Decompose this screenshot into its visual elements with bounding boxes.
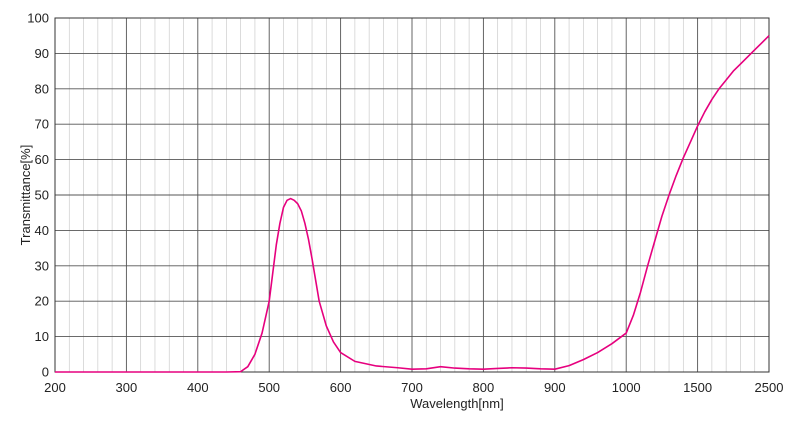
plot-area-border xyxy=(54,17,770,373)
x-tick-label: 1500 xyxy=(683,380,712,395)
y-tick-label: 90 xyxy=(35,46,49,61)
x-tick-label: 200 xyxy=(44,380,66,395)
x-tick-label: 800 xyxy=(473,380,495,395)
x-tick-label: 900 xyxy=(544,380,566,395)
x-tick-label: 2500 xyxy=(755,380,784,395)
grid xyxy=(55,18,769,372)
x-tick-label: 500 xyxy=(258,380,280,395)
y-tick-label: 70 xyxy=(35,117,49,132)
y-tick-label: 100 xyxy=(27,11,49,26)
y-tick-labels: 0 10 20 30 40 50 60 70 80 90 100 xyxy=(27,11,49,380)
x-tick-label: 1000 xyxy=(612,380,641,395)
x-tick-label: 400 xyxy=(187,380,209,395)
y-tick-label: 80 xyxy=(35,81,49,96)
x-tick-labels: 200 300 400 500 600 700 800 900 1000 1500 2500 xyxy=(44,380,783,395)
x-tick-label: 700 xyxy=(401,380,423,395)
y-tick-label: 30 xyxy=(35,258,49,273)
y-axis-label: Transmittance[%] xyxy=(18,145,33,246)
transmittance-curve xyxy=(55,35,770,373)
x-tick-label: 600 xyxy=(330,380,352,395)
y-tick-label: 60 xyxy=(35,152,49,167)
y-tick-label: 50 xyxy=(35,188,49,203)
y-tick-label: 10 xyxy=(35,329,49,344)
x-tick-label: 300 xyxy=(116,380,138,395)
y-tick-label: 40 xyxy=(35,223,49,238)
y-tick-label: 0 xyxy=(42,365,49,380)
y-tick-label: 20 xyxy=(35,294,49,309)
x-axis-label: Wavelength[nm] xyxy=(410,396,503,411)
